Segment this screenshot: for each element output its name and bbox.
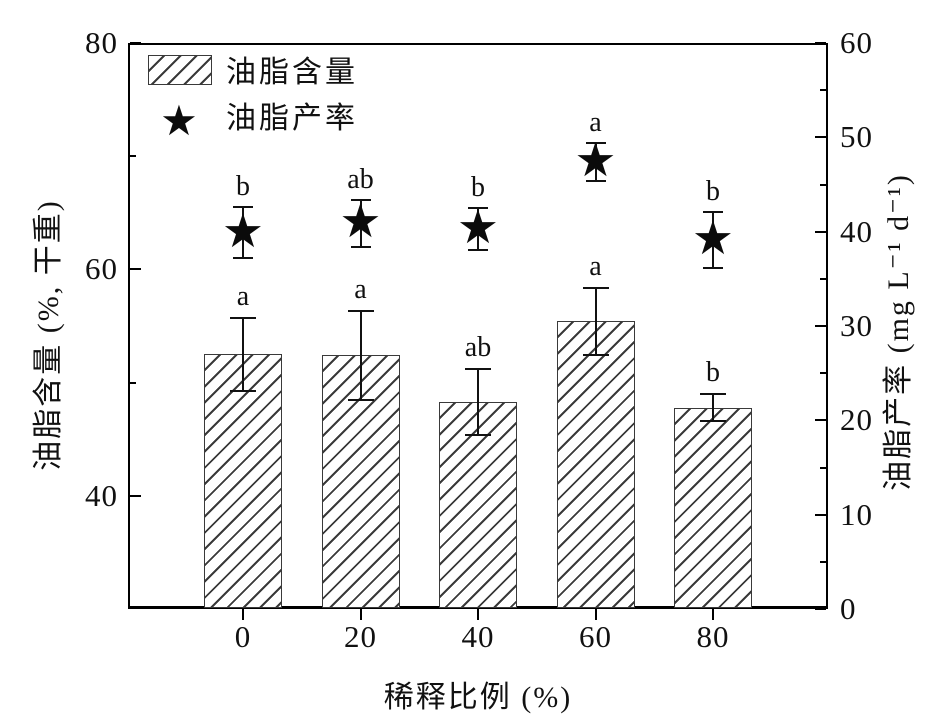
bar-significance-letter: a xyxy=(589,250,602,282)
star-significance-letter: b xyxy=(706,175,720,207)
x-axis-tick xyxy=(477,609,479,620)
bar-error-line xyxy=(712,393,714,422)
x-axis-tick-label: 60 xyxy=(579,619,612,654)
left-axis-major-tick xyxy=(130,268,141,271)
right-axis-minor-tick xyxy=(820,372,826,375)
bar-error-cap-bottom xyxy=(230,389,256,392)
left-axis-minor-tick xyxy=(130,381,136,384)
star-significance-letter: b xyxy=(471,172,485,204)
star-oil-productivity: ★ xyxy=(339,194,382,250)
x-axis-tick xyxy=(712,609,714,620)
star-oil-productivity: ★ xyxy=(456,199,500,255)
star-significance-letter: ab xyxy=(347,163,374,195)
x-axis-title: 稀释比例 (%) xyxy=(383,681,573,714)
right-axis-tick-label: 20 xyxy=(840,402,873,438)
left-axis-tick-label: 60 xyxy=(85,251,118,287)
star-error-cap-bottom xyxy=(350,245,371,248)
left-axis-major-tick xyxy=(130,494,141,497)
star-oil-productivity: ★ xyxy=(574,132,617,188)
right-axis-tick-label: 50 xyxy=(840,119,873,155)
right-axis-major-tick xyxy=(815,419,826,422)
star-error-cap-top xyxy=(703,210,723,213)
star-oil-productivity: ★ xyxy=(691,211,735,267)
star-error-line xyxy=(359,199,362,247)
right-axis-tick-label: 30 xyxy=(840,308,873,343)
right-axis-major-tick xyxy=(815,136,826,139)
right-axis-major-tick xyxy=(815,230,826,233)
right-axis-major-tick xyxy=(815,608,826,610)
legend-label-oil-content: 油脂含量 xyxy=(226,56,358,89)
legend-label-oil-productivity: 油脂产率 xyxy=(226,102,358,135)
star-error-line xyxy=(712,211,714,269)
star-error-line xyxy=(594,142,597,181)
right-axis-minor-tick xyxy=(820,560,826,563)
right-axis-tick-label: 0 xyxy=(840,591,857,626)
legend-swatch-hatched-bar-icon xyxy=(148,55,212,85)
right-axis-major-tick xyxy=(815,325,826,327)
bar-significance-letter: b xyxy=(706,356,720,388)
bar-significance-letter: a xyxy=(354,274,367,306)
right-axis-tick-label: 10 xyxy=(840,496,873,532)
star-error-cap-top xyxy=(233,206,253,209)
star-error-line xyxy=(477,208,479,250)
bar-error-cap-bottom xyxy=(465,433,491,436)
bar-error-cap-top xyxy=(582,286,609,289)
x-axis-tick-label: 80 xyxy=(696,619,730,654)
star-error-cap-bottom xyxy=(468,248,488,251)
left-axis-title: 油脂含量 (%, 干重) xyxy=(32,199,65,471)
bar-error-cap-top xyxy=(700,392,726,395)
star-error-cap-top xyxy=(585,141,606,144)
bar-error-cap-top xyxy=(465,368,491,371)
right-axis-major-tick xyxy=(815,42,826,44)
left-axis-major-tick xyxy=(130,42,141,44)
right-axis-minor-tick xyxy=(820,89,826,92)
star-error-cap-bottom xyxy=(233,257,253,260)
x-axis-tick-label: 0 xyxy=(234,619,252,654)
left-axis-tick-label: 80 xyxy=(85,25,118,60)
bar-oil-content xyxy=(204,354,282,608)
bar-oil-content xyxy=(674,407,752,608)
bar-significance-letter: a xyxy=(236,281,250,313)
x-axis-tick xyxy=(594,609,597,620)
bar-error-cap-bottom xyxy=(347,398,374,401)
x-axis-tick xyxy=(359,609,362,620)
right-axis-tick-label: 40 xyxy=(840,213,873,249)
bar-error-line xyxy=(242,318,244,391)
star-significance-letter: b xyxy=(236,171,250,203)
star-significance-letter: a xyxy=(589,106,602,138)
bar-oil-content xyxy=(439,401,517,608)
right-axis-minor-tick xyxy=(820,183,826,186)
star-error-cap-bottom xyxy=(585,179,606,182)
bar-error-line xyxy=(477,369,479,435)
bar-oil-content xyxy=(556,321,635,608)
right-axis-minor-tick xyxy=(820,466,826,469)
bar-error-cap-bottom xyxy=(582,354,609,357)
left-axis-minor-tick xyxy=(130,155,136,158)
star-error-line xyxy=(242,207,244,259)
star-error-cap-bottom xyxy=(703,267,723,270)
right-axis-minor-tick xyxy=(820,277,826,280)
right-axis-title: 油脂产率 (mg L⁻¹ d⁻¹) xyxy=(882,173,915,491)
star-error-cap-top xyxy=(468,207,488,210)
bar-error-cap-bottom xyxy=(700,420,726,423)
bar-error-cap-top xyxy=(230,317,256,320)
star-oil-productivity: ★ xyxy=(221,203,265,259)
right-axis-major-tick xyxy=(815,513,826,516)
x-axis-tick xyxy=(242,609,244,620)
x-axis-tick-label: 40 xyxy=(461,619,495,654)
x-axis-tick-label: 20 xyxy=(344,619,377,654)
star-error-cap-top xyxy=(350,198,371,201)
bar-error-line xyxy=(359,311,362,400)
bar-error-cap-top xyxy=(347,310,374,313)
right-axis-tick-label: 60 xyxy=(840,25,873,60)
left-axis-tick-label: 40 xyxy=(85,477,118,513)
bar-significance-letter: ab xyxy=(464,332,492,364)
legend-star-icon: ★ xyxy=(160,95,198,145)
bar-error-line xyxy=(594,287,597,356)
